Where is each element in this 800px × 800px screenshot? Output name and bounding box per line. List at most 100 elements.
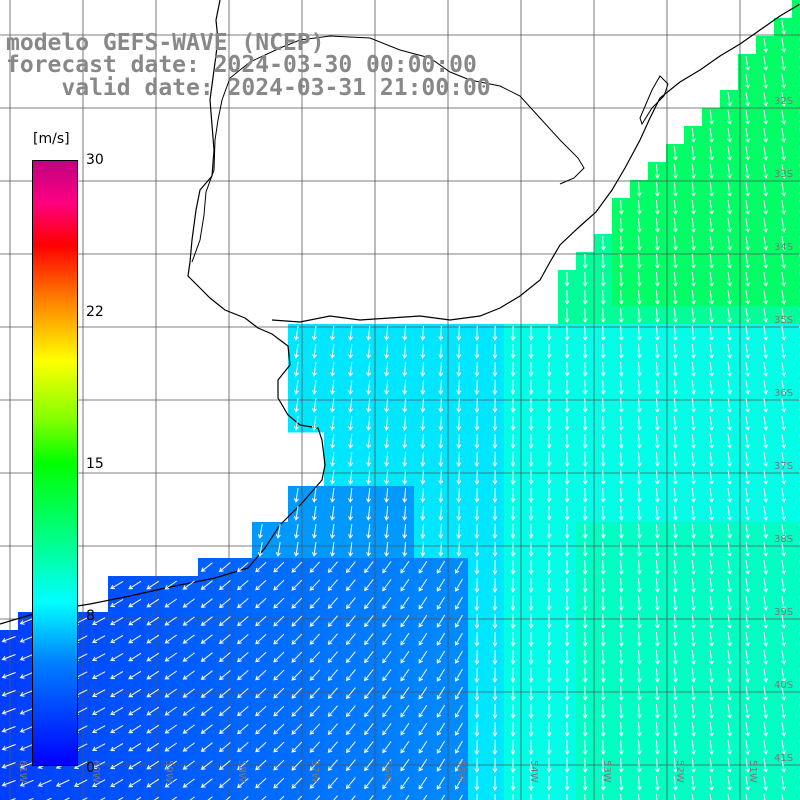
- wind-arrow: [291, 705, 303, 717]
- wind-arrow-head: [364, 694, 369, 700]
- wind-arrow-head: [438, 426, 444, 431]
- wind-arrow: [436, 704, 446, 718]
- wind-arrow-head: [781, 660, 787, 665]
- wind-arrow: [745, 217, 749, 233]
- wind-arrow: [602, 379, 604, 395]
- wind-arrow-head: [492, 768, 498, 773]
- wind-arrow-head: [200, 585, 206, 590]
- wind-arrow-head: [636, 696, 642, 701]
- wind-arrow-head: [382, 748, 387, 754]
- wind-arrow: [382, 687, 392, 699]
- wind-arrow: [273, 597, 285, 609]
- wind-arrow-head: [291, 622, 297, 627]
- wind-arrow: [400, 776, 410, 790]
- wind-arrow: [691, 757, 695, 773]
- wind-arrow-head: [382, 730, 387, 736]
- wind-arrow: [602, 793, 604, 800]
- wind-arrow-head: [327, 640, 333, 646]
- wind-arrow: [421, 433, 425, 449]
- wind-arrow-head: [236, 675, 242, 681]
- wind-arrow-head: [382, 712, 387, 718]
- wind-arrow-head: [636, 732, 642, 737]
- wind-arrow-head: [510, 516, 516, 521]
- wind-arrow-head: [546, 606, 552, 611]
- wind-arrow-head: [456, 534, 462, 539]
- wind-arrow-head: [546, 588, 552, 593]
- wind-arrow-head: [236, 711, 242, 717]
- wind-arrow: [455, 686, 463, 700]
- wind-arrow-head: [564, 678, 570, 683]
- wind-arrow: [602, 775, 604, 791]
- wind-arrow: [638, 343, 640, 359]
- wind-arrow-head: [55, 782, 61, 787]
- wind-arrow: [709, 433, 713, 449]
- wind-arrow-head: [255, 621, 260, 627]
- wind-arrow-head: [293, 534, 299, 539]
- wind-arrow: [295, 398, 299, 412]
- wind-arrow: [146, 724, 160, 734]
- wind-speed-cell: [90, 792, 109, 800]
- wind-arrow-head: [492, 336, 498, 341]
- wind-arrow-head: [708, 192, 714, 197]
- wind-arrow: [745, 253, 749, 269]
- wind-arrow: [201, 652, 213, 662]
- colorbar-tick-15: 15: [86, 456, 104, 472]
- wind-arrow-head: [293, 498, 299, 503]
- wind-arrow: [183, 742, 195, 752]
- wind-arrow: [458, 325, 460, 341]
- wind-arrow: [364, 597, 374, 609]
- wind-arrow-head: [690, 336, 696, 341]
- wind-arrow: [313, 344, 317, 358]
- wind-arrow-head: [654, 264, 660, 269]
- wind-arrow: [455, 758, 463, 772]
- wind-arrow-head: [436, 766, 442, 772]
- wind-arrow-head: [564, 786, 570, 791]
- wind-arrow-head: [690, 264, 696, 269]
- wind-arrow: [458, 433, 460, 449]
- wind-arrow: [709, 145, 713, 161]
- wind-arrow-head: [763, 624, 769, 629]
- wind-arrow-head: [546, 534, 552, 539]
- wind-speed-cell: [792, 594, 800, 613]
- wind-arrow-head: [273, 585, 278, 591]
- wind-arrow-head: [510, 660, 516, 665]
- wind-arrow-head: [200, 783, 206, 788]
- wind-arrow-head: [438, 462, 444, 467]
- wind-arrow-head: [636, 318, 642, 323]
- wind-arrow-head: [420, 498, 426, 503]
- wind-arrow: [273, 741, 285, 753]
- wind-speed-cell: [792, 54, 800, 73]
- wind-arrow: [745, 379, 749, 395]
- wind-arrow-head: [92, 728, 97, 734]
- wind-arrow: [201, 706, 213, 716]
- wind-arrow: [164, 616, 178, 626]
- wind-arrow: [403, 433, 407, 449]
- wind-arrow: [10, 798, 16, 800]
- wind-arrow: [602, 739, 604, 755]
- wind-arrow-head: [110, 656, 115, 662]
- wind-arrow-head: [636, 282, 642, 287]
- wind-arrow-head: [438, 480, 444, 485]
- wind-arrow-head: [582, 552, 588, 557]
- wind-arrow-head: [474, 534, 480, 539]
- wind-arrow-head: [781, 66, 787, 71]
- wind-arrow-head: [654, 732, 660, 737]
- wind-arrow: [638, 595, 640, 611]
- wind-arrow: [309, 579, 321, 591]
- wind-arrow: [709, 343, 713, 359]
- wind-arrow-head: [200, 729, 206, 734]
- wind-arrow: [709, 793, 712, 800]
- wind-arrow: [691, 541, 695, 557]
- wind-arrow: [745, 235, 749, 251]
- wind-arrow: [709, 757, 713, 773]
- wind-arrow-head: [763, 390, 769, 395]
- wind-arrow: [201, 778, 213, 788]
- wind-arrow: [638, 199, 640, 215]
- wind-arrow-head: [546, 372, 552, 377]
- wind-arrow-head: [618, 516, 624, 521]
- wind-arrow: [781, 776, 785, 790]
- wind-arrow: [418, 668, 428, 682]
- wind-arrow-head: [745, 210, 751, 215]
- wind-arrow-head: [672, 498, 678, 503]
- wind-arrow: [602, 361, 604, 377]
